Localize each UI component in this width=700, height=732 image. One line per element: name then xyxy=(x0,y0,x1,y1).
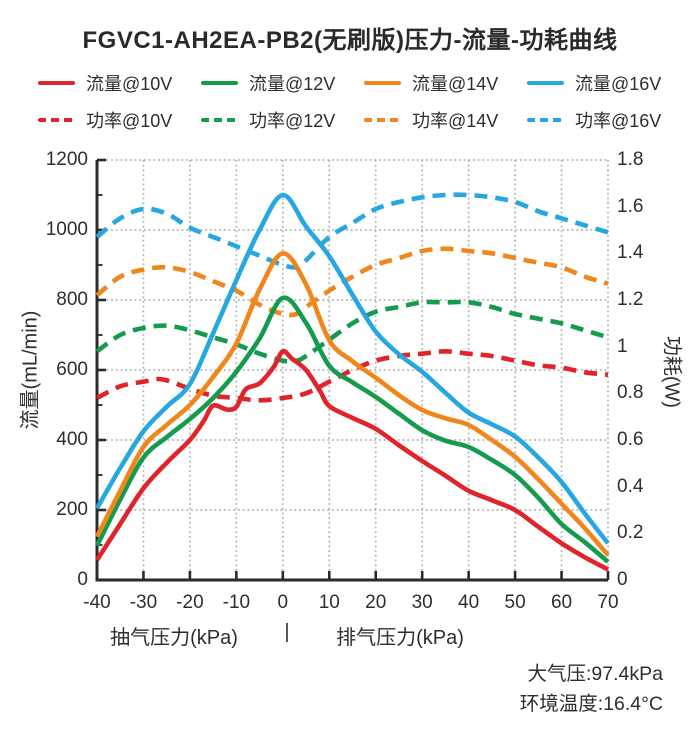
x-tick-label: 10 xyxy=(318,592,340,613)
y-left-tick-label: 400 xyxy=(56,429,88,450)
legend-label: 功率@10V xyxy=(86,111,173,131)
x-tick-label: -10 xyxy=(222,592,251,613)
legend-label: 功率@16V xyxy=(575,111,662,131)
x-tick-label: -20 xyxy=(176,592,204,613)
legend-item-power-16v: 功率@16V xyxy=(527,109,690,131)
legend-item-power-14v: 功率@14V xyxy=(364,109,527,131)
x-tick-label: 0 xyxy=(277,592,289,613)
legend-item-flow-10v: 流量@10V xyxy=(38,72,201,94)
series-power-14v-line xyxy=(95,246,609,318)
legend-item-flow-16v: 流量@16V xyxy=(527,72,690,94)
y-right-tick-label: 1.4 xyxy=(617,242,644,264)
y-right-tick-label: 1 xyxy=(617,335,628,357)
y-right-axis-title: 功耗(W) xyxy=(660,335,683,409)
series-flow-10v-line xyxy=(95,348,610,572)
series-power-12v-line xyxy=(95,299,609,364)
atmospheric-pressure: 大气压:97.4kPa xyxy=(527,663,663,685)
y-left-tick-label: 1000 xyxy=(45,219,88,240)
series-power-16v-line xyxy=(95,192,609,270)
y-right-tick-label: 0.4 xyxy=(617,475,644,497)
legend-item-flow-14v: 流量@14V xyxy=(364,72,527,94)
x-tick-label: 70 xyxy=(597,592,619,613)
x-tick-label: 60 xyxy=(550,592,573,613)
y-left-tick-label: 200 xyxy=(56,499,88,520)
flow-14v-line-swatch xyxy=(364,80,401,86)
y-right-tick-label: 1.8 xyxy=(617,149,644,170)
chart-title: FGVC1-AH2EA-PB2(无刷版)压力-流量-功耗曲线 xyxy=(82,27,618,54)
y-left-tick-label: 800 xyxy=(56,289,88,310)
y-right-tick-label: 0.6 xyxy=(617,429,644,450)
x-tick-label: 40 xyxy=(458,592,480,613)
legend-item-flow-12v: 流量@12V xyxy=(201,72,364,94)
x-tick-label: 20 xyxy=(365,592,387,613)
power-14v-line-swatch xyxy=(364,117,401,123)
series-flow-14v-line xyxy=(94,251,610,557)
flow-16v-line-swatch xyxy=(527,80,564,86)
y-right-tick-label: 0.2 xyxy=(617,522,644,544)
test-conditions: 大气压:97.4kPa 环境温度:16.4°C xyxy=(520,659,663,719)
legend-item-power-10v: 功率@10V xyxy=(38,109,201,131)
chart-legend: 流量@10V 流量@12V 流量@14V 流量@16V 功率@10V 功率@12… xyxy=(38,72,690,131)
legend-label: 流量@10V xyxy=(86,74,173,94)
ambient-temperature: 环境温度:16.4°C xyxy=(519,693,663,715)
power-12v-line-swatch xyxy=(201,117,238,123)
legend-label: 流量@14V xyxy=(412,74,499,94)
series-flow-16v-line xyxy=(95,192,610,545)
x-axis-title-suction: 抽气压力(kPa) xyxy=(110,627,238,649)
legend-label: 流量@12V xyxy=(249,74,336,94)
y-right-tick-label: 1.6 xyxy=(617,195,644,217)
y-left-axis-title: 流量(mL/min) xyxy=(19,310,42,430)
y-left-tick-label: 1200 xyxy=(45,149,88,170)
legend-item-power-12v: 功率@12V xyxy=(201,109,364,131)
x-tick-label: 50 xyxy=(504,592,526,613)
series-power-10v-line xyxy=(95,349,609,403)
legend-label: 功率@12V xyxy=(249,111,336,131)
power-10v-line-swatch xyxy=(38,117,75,123)
x-axis-title-exhaust: 排气压力(kPa) xyxy=(336,627,464,649)
x-tick-label: -40 xyxy=(83,592,111,613)
y-left-tick-label: 0 xyxy=(77,569,88,590)
y-right-tick-label: 0 xyxy=(617,569,628,590)
legend-label: 流量@16V xyxy=(575,74,662,94)
y-right-tick-label: 1.2 xyxy=(617,289,644,310)
flow-12v-line-swatch xyxy=(201,80,238,86)
x-tick-label: -30 xyxy=(129,592,158,613)
series-flow-12v-line xyxy=(94,295,610,564)
y-left-tick-label: 600 xyxy=(56,359,88,380)
y-right-tick-label: 0.8 xyxy=(617,382,644,404)
x-tick-label: 30 xyxy=(411,592,433,613)
power-16v-line-swatch xyxy=(527,117,564,123)
x-axis-title-separator: | xyxy=(284,621,290,643)
legend-label: 功率@14V xyxy=(412,111,499,131)
flow-10v-line-swatch xyxy=(38,80,75,86)
